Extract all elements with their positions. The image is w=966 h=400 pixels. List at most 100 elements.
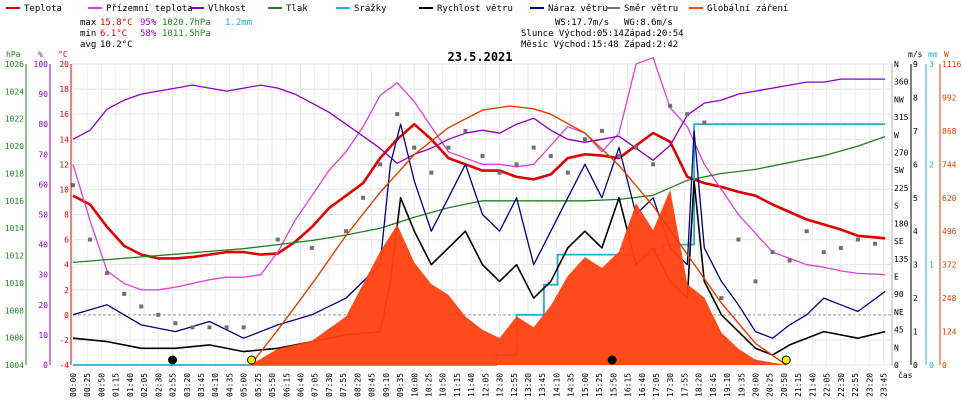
- axis-tick-temperature: -4: [59, 361, 69, 370]
- x-tick-label: 21:40: [808, 373, 817, 397]
- axis-tick-pressure: 1014: [5, 224, 24, 233]
- axis-tick-direction: W: [894, 131, 899, 140]
- legend-label: Srážky: [354, 4, 387, 14]
- axis-tick-wind: 9: [913, 60, 918, 69]
- stat-moon: Měsíc Východ:15:48: [521, 40, 619, 50]
- x-tick-label: 13:20: [524, 373, 533, 397]
- stat-max-humidity: 95%: [140, 18, 157, 28]
- series-tlak: [72, 135, 886, 264]
- direction-point: [207, 325, 212, 330]
- axis-tick-temperature: 16: [59, 110, 69, 119]
- axis-tick-temperature: 20: [59, 60, 69, 69]
- direction-point: [514, 162, 519, 167]
- axis-tick-wind: 5: [913, 194, 918, 203]
- axis-tick-rain: 3: [929, 60, 934, 69]
- x-tick-label: 01:15: [112, 373, 121, 397]
- x-tick-label: 18:20: [695, 373, 704, 397]
- axis-tick-rain: 0: [929, 361, 934, 370]
- axis-tick-humidity: 10: [38, 331, 48, 340]
- stat-ws: WS:17.7m/s: [555, 18, 609, 28]
- direction-point: [719, 296, 724, 301]
- direction-point: [71, 183, 75, 188]
- x-tick-label: 16:40: [638, 373, 647, 397]
- direction-point: [668, 103, 673, 108]
- legend-item-vlhkost: Vlhkost: [190, 4, 246, 14]
- x-tick-label: 17:30: [666, 373, 675, 397]
- axis-tick-humidity: 90: [38, 90, 48, 99]
- axis-tick-pressure: 1012: [5, 252, 24, 261]
- x-tick-label: 04:10: [211, 373, 220, 397]
- axis-tick-temperature: 8: [64, 211, 69, 220]
- axis-tick-temperature: 14: [59, 135, 69, 144]
- direction-point: [344, 229, 348, 234]
- x-tick-label: 14:10: [552, 373, 561, 397]
- unit-w: W: [944, 50, 949, 59]
- x-tick-label: 22:30: [837, 373, 846, 397]
- chart-marks: [71, 57, 886, 366]
- axis-tick-radiation: 868: [942, 127, 957, 136]
- x-tick-label: 20:00: [752, 373, 761, 397]
- direction-point: [617, 153, 621, 158]
- x-tick-label: 11:15: [453, 373, 462, 397]
- direction-point: [702, 120, 707, 125]
- axis-tick-humidity: 20: [38, 301, 48, 310]
- axis-tick-radiation: 124: [942, 328, 957, 337]
- x-tick-label: 17:55: [680, 373, 689, 397]
- stat-wg: WG:8.6m/s: [624, 18, 673, 28]
- x-tick-label: 00:25: [83, 373, 92, 397]
- legend-item-globalni-zareni: Globální záření: [689, 4, 788, 14]
- x-tick-label: 08:20: [353, 373, 362, 397]
- x-tick-label: 07:05: [311, 373, 320, 397]
- unit-hpa: hPa: [6, 50, 21, 59]
- direction-point: [634, 145, 639, 150]
- legend-label: Tlak: [286, 4, 308, 14]
- x-tick-label: 14:35: [567, 373, 576, 397]
- legend-label: Teplota: [24, 4, 62, 14]
- axis-tick-pressure: 1016: [5, 197, 24, 206]
- axis-tick-temperature: 0: [64, 311, 69, 320]
- legend-item-tlak: Tlak: [268, 4, 308, 14]
- axis-tick-direction: 180: [894, 219, 909, 228]
- axis-tick-wind: 2: [913, 294, 918, 303]
- x-tick-label: 12:30: [496, 373, 505, 397]
- legend-label: Rychlost větru: [437, 4, 513, 14]
- direction-point: [582, 137, 587, 142]
- series-glob-ln-z-en-: [73, 189, 886, 365]
- axis-tick-humidity: 50: [38, 211, 48, 220]
- unit-mm: mm: [928, 50, 938, 59]
- axis-tick-humidity: 70: [38, 150, 48, 159]
- direction-point: [838, 245, 843, 250]
- legend-label: Přízemní teplota: [106, 4, 193, 14]
- stat-sun-set: Západ:20:54: [624, 29, 684, 39]
- stat-min-pressure: 1011.5hPa: [162, 29, 211, 39]
- direction-point: [736, 237, 741, 242]
- axis-tick-wind: 4: [913, 227, 918, 236]
- direction-point: [651, 162, 656, 167]
- direction-point: [821, 250, 826, 255]
- axis-tick-pressure: 1004: [5, 361, 24, 370]
- x-tick-label: 02:30: [154, 373, 163, 397]
- axis-tick-direction: SW: [894, 166, 904, 175]
- stat-max-pressure: 1020.7hPa: [162, 18, 211, 28]
- direction-point: [88, 237, 93, 242]
- axis-tick-radiation: 744: [942, 160, 957, 169]
- axis-tick-pressure: 1024: [5, 87, 24, 96]
- axis-tick-direction: 315: [894, 113, 909, 122]
- unit-pct: %: [38, 50, 43, 59]
- direction-point: [599, 128, 604, 133]
- x-tick-label: 21:15: [794, 373, 803, 397]
- direction-point: [105, 271, 110, 276]
- series-n-raz-v-tru: [72, 123, 886, 339]
- x-tick-label: 15:50: [609, 373, 618, 397]
- moonset-marker: [168, 355, 178, 365]
- axis-tick-temperature: 4: [64, 261, 69, 270]
- stat-max-temp: 15.8°C: [100, 18, 133, 28]
- x-tick-label: 17:05: [652, 373, 661, 397]
- legend-item-smer-vetru: Směr větru: [606, 4, 678, 14]
- x-tick-label: 06:40: [297, 373, 306, 397]
- x-tick-label: 15:25: [595, 373, 604, 397]
- direction-point: [753, 279, 758, 284]
- x-tick-label: 20:50: [780, 373, 789, 397]
- stat-max-label: max: [80, 18, 97, 28]
- stats: max 15.8°C 95% 1020.7hPa 1.2mm min 6.1°C…: [80, 18, 684, 50]
